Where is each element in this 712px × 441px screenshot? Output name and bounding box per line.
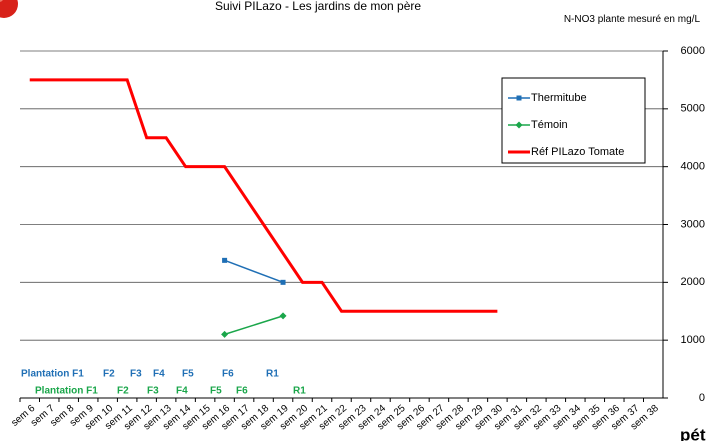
- series-line: [29, 78, 498, 313]
- legend-label: Témoin: [531, 119, 568, 131]
- y-tick-label: 2000: [681, 276, 705, 288]
- y-tick-label: 1000: [681, 334, 705, 346]
- marker: [221, 330, 229, 338]
- legend-label: Thermitube: [531, 92, 587, 104]
- y-tick-label: 4000: [681, 161, 705, 173]
- y-axis-label-box: N-NO3 plante mesuré en mg/L: [563, 14, 700, 25]
- annotation: F5: [210, 386, 222, 397]
- footer-fragment: pét: [680, 425, 706, 441]
- annotation: F3: [147, 386, 159, 397]
- marker: [222, 257, 228, 263]
- annotation: R1: [266, 369, 279, 380]
- legend-label: Réf PILazo Tomate: [531, 146, 624, 158]
- series-line: [224, 315, 284, 336]
- annotation: R1: [293, 386, 306, 397]
- annotation: F6: [222, 369, 234, 380]
- marker: [279, 312, 287, 320]
- y-tick-label: 0: [699, 392, 705, 404]
- annotation: F3: [130, 369, 142, 380]
- tomato-icon: [0, 0, 18, 18]
- annotation: F2: [103, 369, 115, 380]
- legend-box: [501, 77, 646, 164]
- chart-title: Suivi PILazo - Les jardins de mon père: [215, 0, 421, 13]
- annotation: F6: [236, 386, 248, 397]
- annotation: F2: [117, 386, 129, 397]
- series-line: [224, 259, 284, 284]
- y-tick-label: 3000: [681, 218, 705, 230]
- y-tick-label: 6000: [681, 45, 705, 57]
- annotation: F4: [176, 386, 188, 397]
- legend-marker: [515, 121, 523, 129]
- annotation: Plantation F1: [35, 386, 98, 397]
- legend-marker: [516, 95, 522, 101]
- y-tick-label: 5000: [681, 103, 705, 115]
- annotation: F4: [153, 369, 165, 380]
- y-axis-label: N-NO3 plante mesuré en mg/L: [563, 14, 700, 25]
- annotation: F5: [182, 369, 194, 380]
- marker: [280, 279, 286, 285]
- annotation: Plantation F1: [21, 369, 84, 380]
